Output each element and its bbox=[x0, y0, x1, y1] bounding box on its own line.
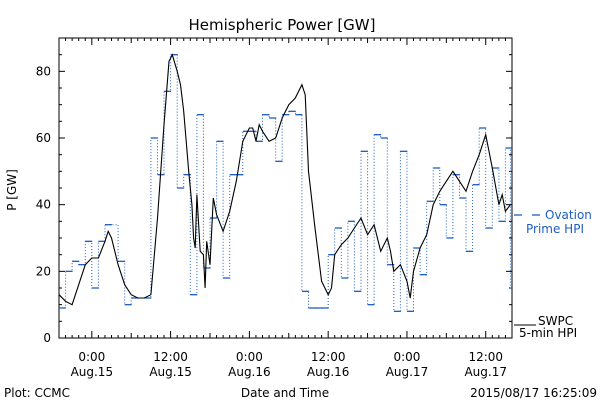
y-tick-label: 0 bbox=[43, 331, 51, 345]
plot-timestamp: 2015/08/17 16:25:09 bbox=[470, 386, 597, 400]
legend-ovation-label: Ovation bbox=[545, 208, 592, 222]
x-tick-date-label: Aug.15 bbox=[149, 365, 192, 379]
x-tick-time-label: 0:00 bbox=[236, 350, 263, 364]
y-tick-label: 60 bbox=[36, 131, 51, 145]
y-tick-label: 20 bbox=[36, 264, 51, 278]
y-axis-ticks: 0 20 40 60 80 bbox=[36, 37, 512, 345]
ovation-hpi-line bbox=[59, 54, 511, 312]
swpc-hpi-line bbox=[58, 53, 511, 306]
series-layer bbox=[58, 53, 512, 312]
y-tick-label: 40 bbox=[36, 198, 51, 212]
chart-title: Hemispheric Power [GW] bbox=[189, 16, 376, 34]
x-tick-time-label: 0:00 bbox=[393, 350, 420, 364]
x-tick-time-label: 12:00 bbox=[311, 350, 346, 364]
x-axis-ticks: 0:00Aug.1512:00Aug.150:00Aug.1612:00Aug.… bbox=[58, 38, 513, 379]
x-tick-date-label: Aug.17 bbox=[464, 365, 507, 379]
legend-swpc-label: SWPC bbox=[538, 314, 573, 328]
x-tick-date-label: Aug.15 bbox=[71, 365, 114, 379]
x-axis-label: Date and Time bbox=[241, 386, 329, 400]
legend-ovation-label: Prime HPI bbox=[526, 222, 584, 236]
x-tick-date-label: Aug.16 bbox=[228, 365, 271, 379]
y-tick-label: 80 bbox=[36, 64, 51, 78]
x-tick-date-label: Aug.17 bbox=[386, 365, 429, 379]
legend-swpc-label: 5-min HPI bbox=[519, 326, 577, 340]
y-axis-label: P [GW] bbox=[5, 169, 19, 211]
plot-credit: Plot: CCMC bbox=[4, 386, 70, 400]
x-tick-time-label: 12:00 bbox=[468, 350, 503, 364]
x-tick-time-label: 12:00 bbox=[153, 350, 188, 364]
plot-frame bbox=[58, 37, 513, 339]
x-tick-time-label: 0:00 bbox=[78, 350, 105, 364]
x-tick-date-label: Aug.16 bbox=[307, 365, 350, 379]
